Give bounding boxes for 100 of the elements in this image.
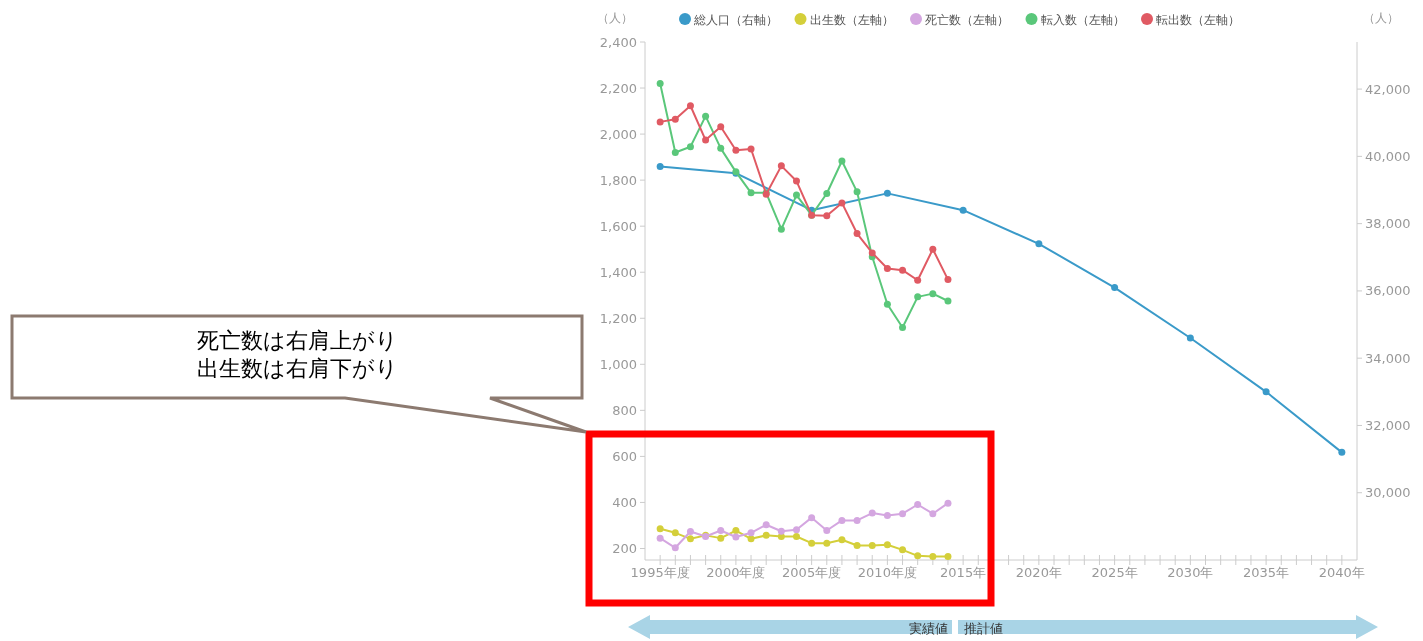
point xyxy=(777,527,785,535)
point xyxy=(656,534,664,542)
y2-tick-label: 36,000 xyxy=(1365,283,1411,299)
point xyxy=(868,249,876,257)
point xyxy=(686,535,694,543)
x-tick-label: 2005年度 xyxy=(782,565,842,580)
point xyxy=(853,188,861,196)
point xyxy=(1338,448,1346,456)
y-tick-label: 1,400 xyxy=(599,264,637,280)
point xyxy=(1035,240,1043,248)
x-tick-label: 2010年度 xyxy=(857,565,917,580)
y-tick-label: 800 xyxy=(612,402,637,418)
point xyxy=(686,143,694,151)
legend-label: 転入数（左軸） xyxy=(1040,12,1125,27)
point xyxy=(732,527,740,535)
point xyxy=(883,300,891,308)
point xyxy=(747,535,755,543)
y2-tick-label: 38,000 xyxy=(1365,216,1411,232)
point xyxy=(656,118,664,126)
legend-label: 転出数（左軸） xyxy=(1156,12,1240,27)
y2-tick-label: 40,000 xyxy=(1365,148,1411,164)
point xyxy=(808,539,816,547)
point xyxy=(853,230,861,238)
x-tick-label: 1995年度 xyxy=(630,565,690,580)
point xyxy=(883,541,891,549)
point xyxy=(686,527,694,535)
point xyxy=(929,290,937,298)
point xyxy=(838,516,846,524)
x-tick-label: 2015年 xyxy=(940,565,987,580)
y-tick-label: 600 xyxy=(612,448,637,464)
legend-label: 出生数（左軸） xyxy=(809,12,894,27)
point xyxy=(883,265,891,273)
point xyxy=(1111,284,1119,292)
x-tick-label: 2035年 xyxy=(1243,565,1290,580)
y-tick-label: 1,000 xyxy=(599,356,637,372)
x-tick-label: 2000年度 xyxy=(706,565,766,580)
text: 死亡数は右肩上がり xyxy=(196,328,398,353)
legend-label: 総人口（右軸） xyxy=(693,12,778,27)
y2-tick-label: 34,000 xyxy=(1365,350,1411,366)
point xyxy=(762,521,770,529)
point xyxy=(944,499,952,507)
point xyxy=(883,189,891,197)
point xyxy=(671,544,679,552)
point xyxy=(944,553,952,561)
point xyxy=(792,191,800,199)
y-tick-label: 200 xyxy=(612,540,637,556)
point xyxy=(899,266,907,274)
point xyxy=(838,157,846,165)
point xyxy=(899,323,907,331)
point xyxy=(702,112,710,120)
legend-label: 死亡数（左軸） xyxy=(925,12,1009,27)
point xyxy=(717,144,725,152)
point xyxy=(777,225,785,233)
point xyxy=(792,177,800,185)
point xyxy=(883,512,891,520)
point xyxy=(808,514,816,522)
point xyxy=(823,527,831,535)
point xyxy=(959,206,967,214)
point xyxy=(853,542,861,549)
point xyxy=(914,501,922,509)
point xyxy=(838,536,846,544)
y-tick-label: 2,200 xyxy=(599,80,637,96)
point xyxy=(732,533,740,541)
point xyxy=(868,542,876,549)
point xyxy=(899,510,907,518)
x-tick-label: 2030年 xyxy=(1167,565,1214,580)
point xyxy=(853,516,861,524)
point xyxy=(1262,388,1270,396)
y2-tick-label: 30,000 xyxy=(1365,485,1411,501)
point xyxy=(929,245,937,253)
y-tick-label: 2,400 xyxy=(599,34,637,50)
point xyxy=(702,136,710,144)
point xyxy=(656,525,664,533)
y-tick-label: 1,200 xyxy=(599,310,637,326)
point xyxy=(823,539,831,547)
text: 実績値 xyxy=(909,621,948,636)
point xyxy=(656,162,664,170)
point xyxy=(944,276,952,284)
point xyxy=(656,79,664,87)
point xyxy=(671,529,679,537)
y-tick-label: 1,600 xyxy=(599,218,637,234)
y-tick-label: 1,800 xyxy=(599,172,637,188)
point xyxy=(929,553,937,561)
point xyxy=(1186,334,1194,342)
text: 推計値 xyxy=(964,621,1003,636)
point xyxy=(671,115,679,123)
y-axis-title: （人） xyxy=(597,11,633,25)
point xyxy=(792,533,800,541)
point xyxy=(717,534,725,542)
point xyxy=(686,102,694,110)
point xyxy=(914,293,922,301)
y2-axis-title: （人） xyxy=(1363,11,1399,25)
y-tick-label: 400 xyxy=(612,494,637,510)
point xyxy=(899,546,907,554)
point xyxy=(792,526,800,534)
point xyxy=(717,527,725,535)
point xyxy=(747,529,755,537)
point xyxy=(868,509,876,517)
point xyxy=(944,297,952,305)
point xyxy=(747,189,755,197)
